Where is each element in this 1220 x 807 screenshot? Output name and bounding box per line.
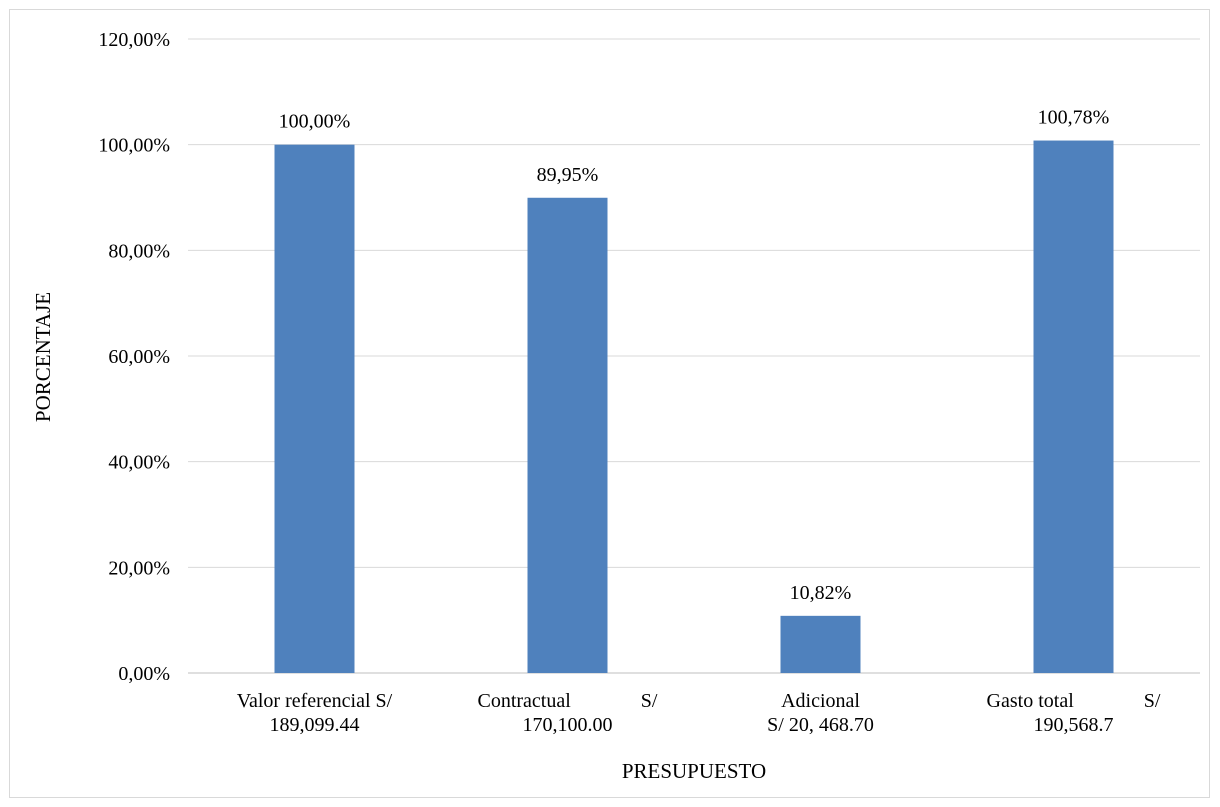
bar (274, 144, 355, 673)
bar (780, 615, 861, 673)
gridlines (188, 38, 1200, 674)
y-tick-label: 100,00% (98, 135, 170, 157)
y-tick-label: 0,00% (118, 663, 170, 685)
data-label: 89,95% (537, 164, 599, 186)
x-tick-label: Valor referencial S/189,099.44 (237, 690, 393, 736)
chart-frame (9, 9, 1210, 798)
y-tick-label: 60,00% (108, 346, 170, 368)
x-tick-label: Gasto total S/190,568.7 (987, 690, 1161, 736)
data-label: 100,00% (279, 111, 351, 133)
bars (274, 140, 1114, 674)
x-tick-labels: Valor referencial S/189,099.44 Contractua… (237, 690, 1161, 736)
y-tick-label: 80,00% (108, 240, 170, 262)
x-axis-title: PRESUPUESTO (622, 759, 766, 783)
data-label: 10,82% (790, 582, 852, 604)
y-axis-title: PORCENTAJE (31, 292, 55, 422)
x-tick-label: Contractual S/170,100.00 (478, 690, 658, 736)
data-label: 100,78% (1038, 107, 1110, 129)
x-tick-label: Adicional S/ 20, 468.70 (767, 690, 874, 736)
y-tick-label: 120,00% (98, 29, 170, 51)
y-tick-label: 40,00% (108, 452, 170, 474)
bar (527, 197, 608, 673)
bar (1033, 140, 1114, 674)
y-tick-labels: 0,00% 20,00% 40,00% 60,00% 80,00% 100,00% 120,… (98, 29, 170, 685)
y-tick-label: 20,00% (108, 557, 170, 579)
data-labels: 100,00% 89,95% 10,82% 100,78% (279, 107, 1110, 604)
